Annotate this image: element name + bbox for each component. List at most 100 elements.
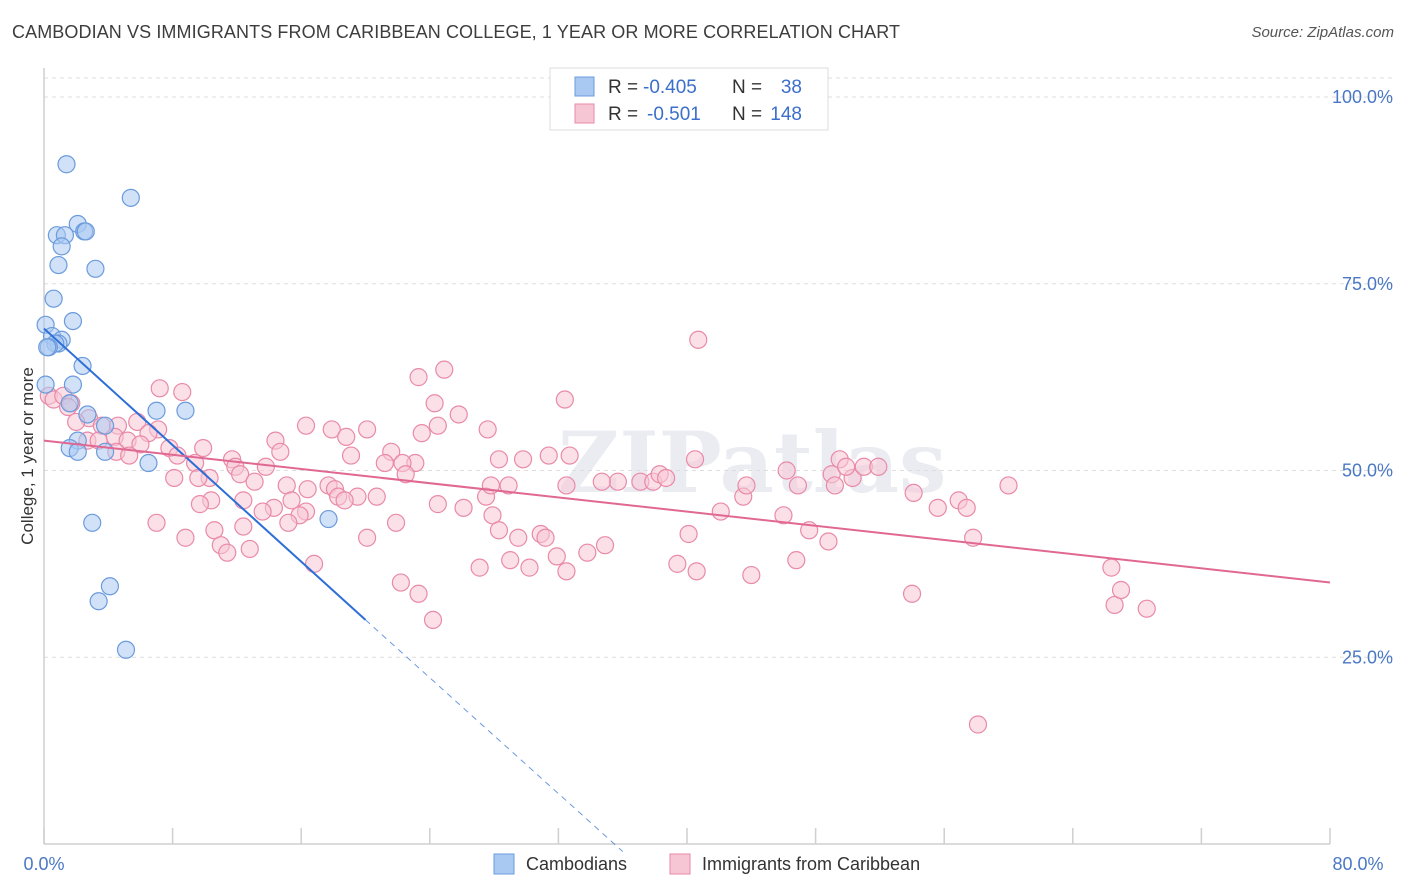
caribbean-point-100	[825, 476, 844, 495]
caribbean-point-125	[375, 453, 394, 473]
cambodians-point-7	[52, 237, 71, 256]
gridlines	[44, 77, 1392, 658]
legend-n-value-1: 38	[781, 77, 802, 98]
caribbean-point-33	[298, 480, 317, 499]
bottom-legend-label-cambodians: Cambodians	[526, 854, 627, 874]
cambodians-point-11	[63, 312, 83, 331]
caribbean-point-39	[234, 491, 253, 510]
caribbean-point-143	[173, 382, 192, 402]
caribbean-point-113	[1105, 595, 1124, 615]
cambodians-point-36	[116, 640, 136, 659]
caribbean-point-18	[194, 438, 213, 458]
caribbean-point-48	[205, 521, 224, 540]
caribbean-point-66	[483, 506, 502, 525]
caribbean-point-106	[928, 498, 947, 517]
x-tick-label-max: 80.0%	[1332, 854, 1383, 874]
caribbean-point-60	[423, 610, 443, 630]
series-caribbean-points	[39, 330, 1156, 734]
caribbean-point-120	[296, 416, 316, 435]
y-tick-label-25: 25.0%	[1342, 647, 1393, 667]
caribbean-point-101	[837, 457, 856, 476]
caribbean-point-91	[774, 506, 793, 525]
caribbean-point-78	[608, 472, 627, 491]
caribbean-point-58	[391, 573, 410, 592]
caribbean-point-59	[409, 584, 428, 603]
caribbean-point-62	[428, 495, 447, 514]
cambodians-point-21	[63, 375, 83, 394]
caribbean-point-86	[685, 450, 705, 469]
caribbean-point-47	[234, 517, 253, 536]
caribbean-point-112	[1102, 558, 1121, 577]
caribbean-point-142	[689, 330, 708, 349]
caribbean-point-29	[189, 468, 208, 488]
cambodians-point-6	[76, 222, 95, 241]
caribbean-point-108	[957, 498, 976, 517]
bottom-legend: Cambodians Immigrants from Caribbean	[493, 853, 920, 875]
cambodians-point-1	[121, 188, 140, 207]
caribbean-point-137	[539, 446, 558, 465]
cambodians-point-10	[44, 289, 63, 308]
cambodians-point-18	[38, 338, 57, 357]
caribbean-point-136	[513, 450, 533, 469]
x-tick-label-min: 0.0%	[23, 854, 64, 874]
bottom-legend-label-caribbean: Immigrants from Caribbean	[702, 854, 920, 874]
caribbean-point-114	[1111, 580, 1131, 600]
legend-r-label-2: R =	[608, 104, 638, 125]
caribbean-point-132	[449, 405, 468, 424]
caribbean-point-115	[1137, 599, 1156, 618]
caribbean-point-111	[999, 476, 1018, 495]
legend-box	[549, 67, 829, 131]
caribbean-point-119	[337, 427, 356, 446]
caribbean-point-104	[904, 483, 923, 503]
caribbean-point-131	[425, 394, 444, 413]
caribbean-point-37	[367, 487, 386, 506]
caribbean-point-89	[742, 565, 761, 585]
y-tick-label-75: 75.0%	[1342, 274, 1393, 294]
caribbean-point-141	[555, 390, 574, 409]
caribbean-point-93	[777, 461, 796, 480]
y-axis-label: College, 1 year or more	[18, 367, 37, 545]
caribbean-point-140	[592, 472, 611, 491]
cambodians-point-35	[89, 592, 108, 611]
trendlines	[43, 327, 1331, 852]
cambodians-point-23	[147, 401, 166, 420]
legend-r-value-1: -0.405	[643, 77, 697, 98]
caribbean-point-123	[341, 446, 361, 465]
caribbean-point-105	[902, 584, 922, 603]
source-label: Source: ZipAtlas.com	[1251, 24, 1394, 41]
caribbean-point-144	[150, 379, 169, 398]
cambodians-point-9	[86, 259, 105, 278]
cambodians-point-20	[36, 375, 55, 394]
caribbean-point-110	[968, 715, 988, 734]
caribbean-point-56	[304, 554, 324, 573]
caribbean-point-84	[687, 562, 706, 581]
caribbean-point-76	[578, 543, 597, 562]
legend-swatch-caribbean	[574, 103, 595, 124]
caribbean-point-73	[536, 528, 555, 547]
caribbean-point-61	[454, 498, 473, 517]
cambodians-point-22	[60, 394, 79, 413]
caribbean-point-50	[386, 513, 406, 532]
y-tick-labels: 100.0% 75.0% 50.0% 25.0%	[1332, 87, 1393, 667]
caribbean-point-49	[279, 513, 298, 532]
bottom-legend-swatch-cambodians	[493, 853, 515, 875]
caribbean-point-75	[557, 562, 576, 581]
caribbean-point-128	[396, 465, 415, 484]
caribbean-point-16	[131, 435, 150, 454]
cambodians-point-26	[95, 416, 115, 435]
caribbean-point-55	[218, 543, 237, 562]
caribbean-point-83	[668, 554, 687, 573]
caribbean-point-116	[412, 424, 431, 443]
chart-title: CAMBODIAN VS IMMIGRANTS FROM CARIBBEAN C…	[12, 22, 901, 42]
caribbean-point-74	[547, 547, 566, 566]
caribbean-point-41	[335, 491, 354, 510]
legend-r-value-2: -0.501	[647, 104, 701, 125]
caribbean-point-77	[595, 536, 615, 555]
caribbean-point-42	[190, 495, 210, 514]
caribbean-point-117	[358, 420, 377, 439]
x-axis-ticks	[43, 828, 1331, 844]
caribbean-point-38	[282, 491, 301, 510]
caribbean-point-28	[165, 468, 184, 488]
caribbean-point-57	[358, 528, 377, 547]
